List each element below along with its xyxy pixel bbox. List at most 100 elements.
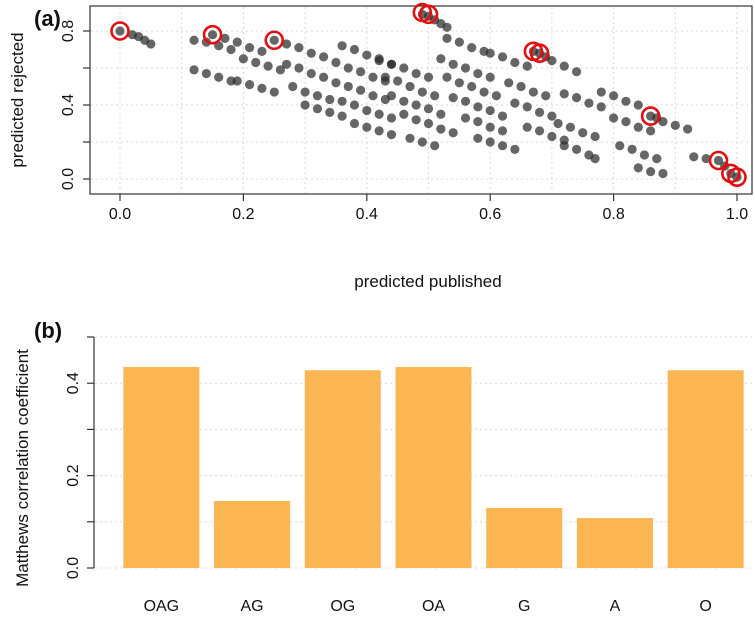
bar-a [576,518,653,568]
scatter-point [362,50,372,60]
scatter-point [189,65,199,75]
scatter-point [300,87,310,97]
scatter-point [454,78,464,88]
scatter-point [343,63,353,73]
scatter-point [571,93,582,103]
scatter-point [553,118,563,129]
scatter-point [436,109,446,119]
bar-og [304,370,381,568]
scatter-point [386,113,397,123]
scatter-point [627,144,637,154]
scatter-point [220,33,230,44]
bar-category-label: OG [330,598,355,615]
scatter-point [251,57,261,68]
bar-y-axis-label: Matthews correlation coefficient [13,349,32,587]
bar-g [486,507,563,568]
scatter-point [374,109,384,119]
scatter-point [214,72,224,82]
scatter-point [405,133,415,143]
scatter-y-axis: 0.0 0.4 0.8 [60,20,90,190]
scatter-point [146,39,156,49]
scatter-grid [91,7,751,193]
scatter-point [522,61,532,71]
scatter-point [430,141,440,151]
scatter-point [491,91,501,101]
scatter-point [522,122,532,132]
scatter-x-tick-label: 0.8 [602,206,624,223]
bar-o [667,370,744,568]
scatter-point [269,35,279,45]
scatter-x-tick-label: 0.2 [232,206,254,223]
scatter-point [275,65,286,75]
scatter-point [423,104,434,114]
scatter-point [578,128,588,138]
scatter-point [325,94,335,105]
scatter-point [263,61,273,71]
scatter-point [337,41,347,51]
scatter-point [411,115,421,125]
scatter-point [319,52,329,62]
scatter-point [497,52,508,62]
scatter-point [411,100,421,110]
scatter-point [331,57,341,68]
scatter-point [547,56,557,66]
scatter-point [448,93,458,103]
scatter-point [497,141,508,151]
bar-y-tick-label: 0.2 [65,464,82,486]
scatter-point [356,85,366,95]
scatter-points [115,9,742,182]
bar-oa [395,367,472,568]
scatter-point [559,89,569,99]
scatter-point [652,154,662,164]
scatter-point [442,33,452,44]
scatter-point [485,105,495,116]
scatter-point [232,37,242,47]
scatter-point [609,113,619,123]
scatter-point [349,118,360,129]
scatter-point [374,54,384,64]
scatter-point [238,54,248,64]
scatter-point [257,83,267,93]
scatter-point [596,87,606,97]
scatter-x-tick-label: 1.0 [726,206,748,223]
scatter-point [547,111,557,121]
scatter-point [473,102,483,112]
scatter-point [189,35,199,45]
scatter-point [510,144,520,154]
scatter-point [312,104,323,114]
scatter-point [701,154,711,164]
scatter-point [399,96,409,106]
scatter-point [294,63,304,73]
scatter-y-axis-label: predicted rejected [8,32,27,167]
scatter-point [534,126,545,136]
scatter-point [294,43,304,53]
scatter-y-tick-label: 0.4 [60,94,77,116]
scatter-point [423,118,434,129]
scatter-point [584,98,594,108]
bar-x-axis: OAG AG OG OA G A O [144,598,712,615]
scatter-point [306,68,316,79]
scatter-point [423,72,434,82]
scatter-point [609,91,619,101]
scatter-point [633,122,643,132]
scatter-point [460,63,471,73]
scatter-point [541,91,551,101]
scatter-point [244,80,255,90]
scatter-point [337,96,347,106]
scatter-x-tick-label: 0.6 [479,206,501,223]
scatter-point [658,168,668,179]
scatter-point [442,72,452,82]
scatter-point [115,26,125,36]
scatter-x-axis-label: predicted published [354,272,501,291]
scatter-point [713,155,724,166]
scatter-point [319,72,329,82]
scatter-point [658,117,668,127]
scatter-point [281,39,292,49]
scatter-point [374,126,384,136]
scatter-point [485,48,495,58]
highlight-ring [110,21,130,41]
scatter-point [442,22,452,32]
scatter-point [559,141,569,151]
scatter-point [621,117,631,127]
